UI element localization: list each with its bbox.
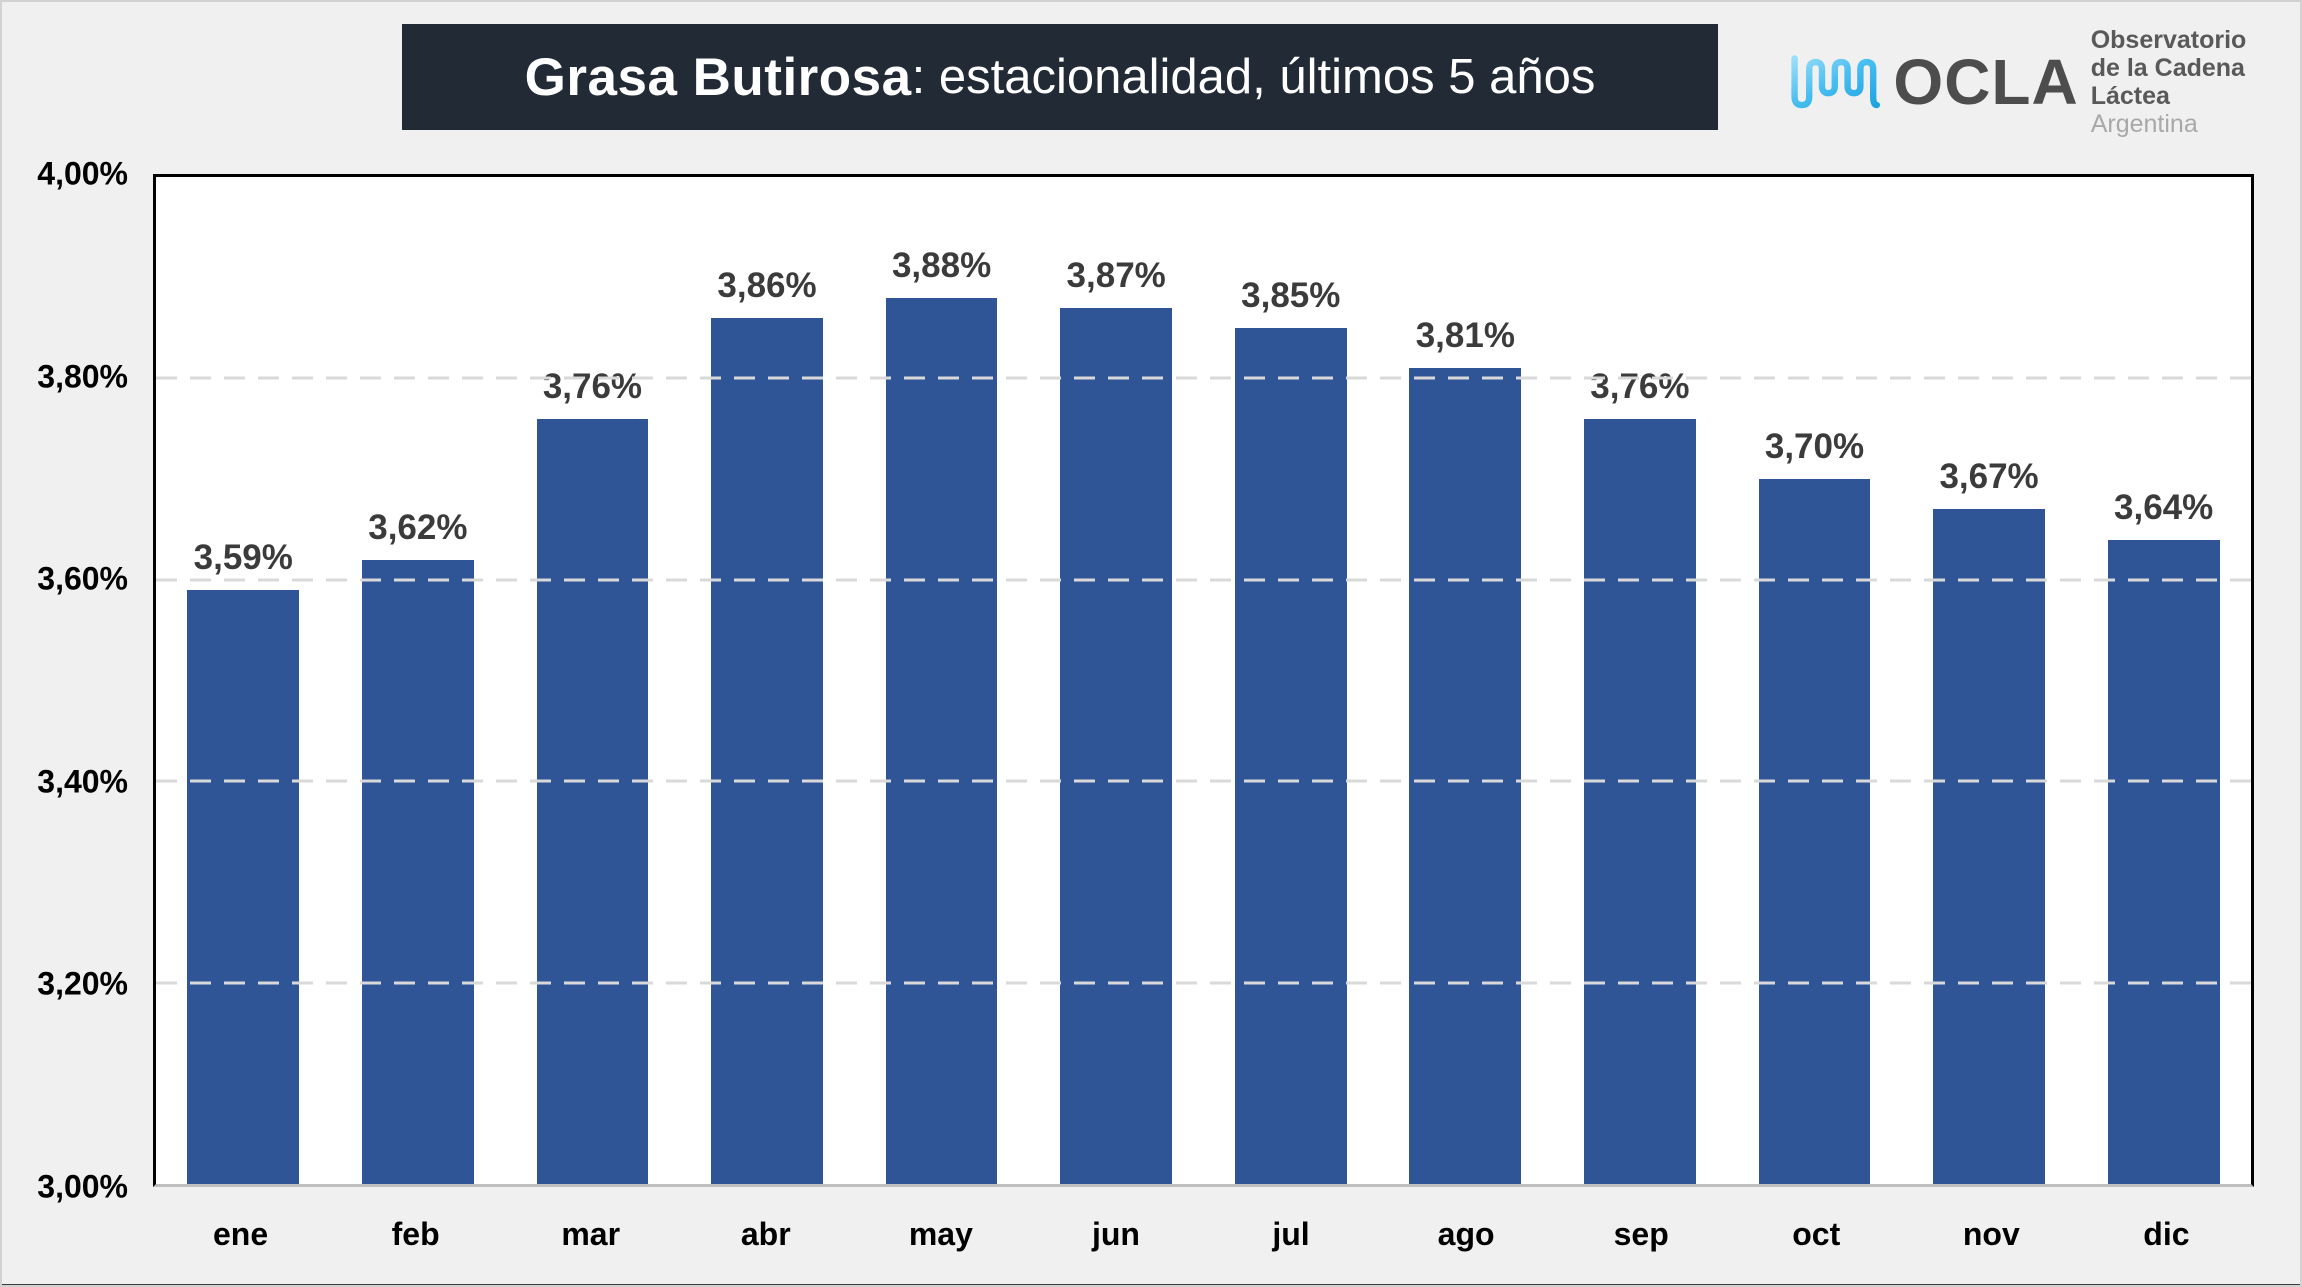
y-tick-label: 4,00% bbox=[37, 155, 128, 192]
plot-area: 3,59% 3,62% 3,76% 3,86% 3,88% 3,87% 3,85% 3,81%… bbox=[153, 174, 2254, 1187]
bar-may bbox=[885, 297, 998, 1184]
bar-mar bbox=[536, 418, 649, 1184]
bar-slot-dic: 3,64% bbox=[2076, 177, 2251, 1184]
y-tick-label: 3,60% bbox=[37, 560, 128, 597]
data-label-abr: 3,86% bbox=[717, 265, 817, 305]
ocla-caption-line1: Observatorio bbox=[2090, 26, 2247, 54]
bar-feb bbox=[362, 559, 474, 1184]
bar-slot-sep: 3,76% bbox=[1553, 177, 1728, 1184]
data-label-oct: 3,70% bbox=[1764, 427, 1865, 467]
bar-slot-mar: 3,76% bbox=[505, 177, 680, 1184]
bar-slot-oct: 3,70% bbox=[1727, 177, 1902, 1184]
bar-abr bbox=[711, 317, 823, 1184]
bar-slot-ago: 3,81% bbox=[1378, 177, 1553, 1184]
data-label-feb: 3,62% bbox=[368, 507, 468, 547]
chart-title-subtitle: : estacionalidad, últimos 5 años bbox=[911, 50, 1596, 104]
bar-slot-ene: 3,59% bbox=[156, 177, 331, 1184]
gridline bbox=[156, 779, 2251, 783]
y-tick-label: 3,20% bbox=[37, 965, 128, 1002]
ocla-acronym: OCLA bbox=[1893, 46, 2079, 118]
bar-ago bbox=[1409, 368, 1522, 1184]
bar-slot-abr: 3,86% bbox=[680, 177, 855, 1184]
bar-jun bbox=[1060, 307, 1173, 1184]
gridline bbox=[156, 981, 2251, 985]
data-label-may: 3,88% bbox=[891, 245, 992, 285]
x-tick-label-mar: mar bbox=[561, 1216, 621, 1252]
bar-oct bbox=[1758, 479, 1871, 1184]
bar-jul bbox=[1234, 328, 1347, 1184]
chart-title-main: Grasa Butirosa bbox=[524, 47, 912, 107]
y-axis: 3,00% 3,20% 3,40% 3,60% 3,80% 4,00% bbox=[0, 156, 128, 1205]
y-tick-label: 3,00% bbox=[37, 1168, 128, 1205]
x-tick-label-abr: abr bbox=[740, 1216, 791, 1252]
data-label-ene: 3,59% bbox=[193, 537, 293, 577]
x-tick-label-dic: dic bbox=[2143, 1216, 2190, 1252]
data-label-jul: 3,85% bbox=[1241, 276, 1341, 316]
ocla-logo: OCLA Observatorio de la Cadena Láctea Ar… bbox=[1790, 26, 2302, 138]
bar-dic bbox=[2107, 539, 2220, 1184]
x-tick-label-oct: oct bbox=[1792, 1216, 1841, 1252]
y-tick-label: 3,80% bbox=[37, 358, 128, 395]
x-tick-label-sep: sep bbox=[1613, 1216, 1669, 1252]
gridline bbox=[156, 578, 2251, 582]
data-label-jun: 3,87% bbox=[1066, 255, 1166, 295]
x-tick-label-may: may bbox=[908, 1216, 973, 1252]
gridline bbox=[156, 376, 2251, 380]
data-label-mar: 3,76% bbox=[542, 366, 643, 406]
bar-slot-jun: 3,87% bbox=[1029, 177, 1204, 1184]
ocla-caption: Observatorio de la Cadena Láctea Argenti… bbox=[2091, 26, 2302, 138]
ocla-wave-icon bbox=[1791, 55, 1881, 109]
bar-sep bbox=[1584, 418, 1696, 1184]
bar-slot-feb: 3,62% bbox=[331, 177, 506, 1184]
bar-ene bbox=[187, 589, 300, 1184]
data-label-nov: 3,67% bbox=[1939, 457, 2039, 497]
bar-slot-jul: 3,85% bbox=[1203, 177, 1378, 1184]
x-axis: ene feb mar abr may jun jul ago sep oct nov dic bbox=[153, 1204, 2254, 1253]
ocla-caption-line3: Argentina bbox=[2090, 110, 2198, 138]
bar-slot-nov: 3,67% bbox=[1902, 177, 2077, 1184]
data-label-ago: 3,81% bbox=[1415, 316, 1515, 356]
x-tick-label-jul: jul bbox=[1272, 1216, 1310, 1252]
ocla-caption-line2: de la Cadena Láctea bbox=[2090, 54, 2245, 110]
x-tick-label-nov: nov bbox=[1962, 1216, 2020, 1252]
bars-row: 3,59% 3,62% 3,76% 3,86% 3,88% 3,87% 3,85% 3,81%… bbox=[156, 177, 2251, 1184]
data-label-sep: 3,76% bbox=[1590, 366, 1690, 406]
bar-slot-may: 3,88% bbox=[854, 177, 1029, 1184]
data-label-dic: 3,64% bbox=[2114, 487, 2214, 527]
y-tick-label: 3,40% bbox=[37, 763, 128, 800]
bar-nov bbox=[1933, 509, 2045, 1184]
x-tick-label-ene: ene bbox=[212, 1216, 269, 1252]
x-tick-label-ago: ago bbox=[1437, 1216, 1495, 1252]
x-tick-label-feb: feb bbox=[391, 1216, 440, 1252]
chart-title-banner: Grasa Butirosa: estacionalidad, últimos … bbox=[402, 24, 1718, 130]
x-tick-label-jun: jun bbox=[1091, 1216, 1140, 1252]
